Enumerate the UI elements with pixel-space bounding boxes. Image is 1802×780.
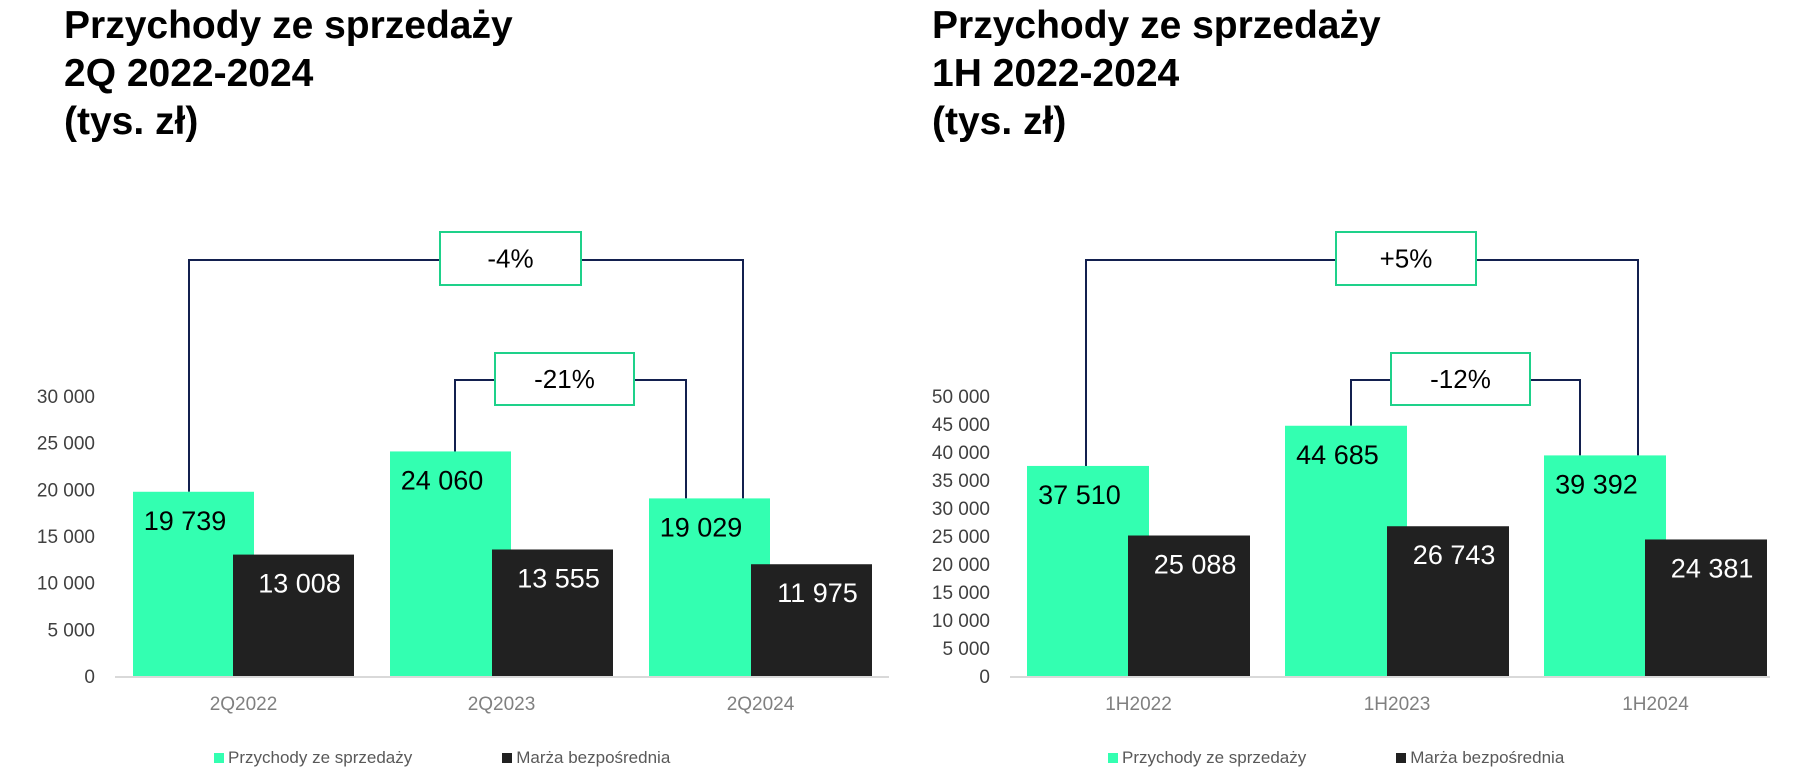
- bar-margin: [492, 549, 613, 676]
- data-label-revenue: 24 060: [401, 465, 484, 495]
- change-annotation-label: +5%: [1380, 244, 1433, 274]
- x-category-label: 1H2024: [1622, 694, 1689, 715]
- y-tick-label: 10 000: [932, 611, 990, 632]
- data-label-revenue: 37 510: [1038, 480, 1121, 510]
- y-tick-label: 45 000: [932, 415, 990, 436]
- y-tick-label: 30 000: [37, 387, 95, 408]
- legend-swatch: [1396, 753, 1407, 763]
- y-tick-label: 5 000: [942, 639, 990, 660]
- legend-swatch: [1108, 753, 1118, 763]
- bar-margin: [1128, 535, 1250, 676]
- legend-item-margin: Marża bezpośrednia: [502, 748, 670, 768]
- chart-title-2q: Przychody ze sprzedaży 2Q 2022-2024 (tys…: [64, 2, 513, 146]
- bar-margin: [751, 564, 872, 676]
- data-label-margin: 25 088: [1154, 550, 1237, 580]
- title-line: (tys. zł): [64, 100, 199, 143]
- x-category-label: 2Q2023: [468, 694, 536, 715]
- chart-title-1h: Przychody ze sprzedaży 1H 2022-2024 (tys…: [932, 2, 1381, 146]
- y-tick-label: 30 000: [932, 499, 990, 520]
- legend-label: Przychody ze sprzedaży: [1122, 748, 1307, 767]
- y-tick-label: 15 000: [932, 583, 990, 604]
- y-tick-label: 25 000: [932, 527, 990, 548]
- legend-swatch: [502, 753, 513, 763]
- title-line: (tys. zł): [932, 100, 1067, 143]
- legend-item-margin: Marża bezpośrednia: [1396, 748, 1564, 768]
- legend-item-revenue: Przychody ze sprzedaży: [1108, 748, 1306, 768]
- change-annotation-box: [439, 231, 582, 286]
- bar-margin: [1387, 526, 1509, 676]
- y-tick-label: 0: [84, 667, 95, 688]
- y-tick-label: 10 000: [37, 574, 95, 595]
- legend-swatch: [214, 753, 224, 763]
- y-tick-label: 40 000: [932, 443, 990, 464]
- x-category-label: 1H2023: [1364, 694, 1431, 715]
- y-tick-label: 0: [979, 667, 990, 688]
- y-tick-label: 35 000: [932, 471, 990, 492]
- data-label-margin: 13 008: [258, 569, 341, 599]
- data-label-revenue: 19 739: [144, 506, 227, 536]
- data-label-revenue: 19 029: [660, 512, 743, 542]
- bar-revenue: [1285, 425, 1407, 676]
- legend-item-revenue: Przychody ze sprzedaży: [214, 748, 412, 768]
- change-annotation-box: [1335, 231, 1477, 286]
- x-category-label: 2Q2024: [727, 694, 795, 715]
- bar-margin: [233, 554, 354, 676]
- y-tick-label: 25 000: [37, 434, 95, 455]
- y-tick-label: 5 000: [47, 620, 95, 641]
- legend-label: Marża bezpośrednia: [1410, 748, 1565, 767]
- title-line: 1H 2022-2024: [932, 52, 1180, 95]
- data-label-margin: 24 381: [1671, 553, 1754, 583]
- title-line: Przychody ze sprzedaży: [64, 4, 513, 47]
- legend-label: Przychody ze sprzedaży: [228, 748, 413, 767]
- data-label-revenue: 44 685: [1296, 440, 1379, 470]
- bar-revenue: [649, 498, 770, 676]
- legend-label: Marża bezpośrednia: [516, 748, 671, 767]
- title-line: 2Q 2022-2024: [64, 52, 314, 95]
- y-tick-label: 20 000: [37, 480, 95, 501]
- y-tick-label: 20 000: [932, 555, 990, 576]
- data-label-margin: 26 743: [1413, 540, 1496, 570]
- x-category-label: 1H2022: [1105, 694, 1172, 715]
- change-annotation-label: -21%: [534, 364, 595, 394]
- change-annotation-label: -4%: [487, 244, 533, 274]
- bar-revenue: [390, 451, 511, 676]
- legend-2q: Przychody ze sprzedaży Marża bezpośredni…: [214, 748, 760, 768]
- title-line: Przychody ze sprzedaży: [932, 4, 1381, 47]
- bar-margin: [1645, 539, 1767, 676]
- data-label-revenue: 39 392: [1555, 469, 1638, 499]
- y-tick-label: 50 000: [932, 387, 990, 408]
- legend-1h: Przychody ze sprzedaży Marża bezpośredni…: [1108, 748, 1654, 768]
- change-annotation-label: -12%: [1430, 364, 1491, 394]
- change-annotation-box: [494, 352, 635, 406]
- y-tick-label: 15 000: [37, 527, 95, 548]
- data-label-margin: 13 555: [517, 563, 600, 593]
- change-annotation-box: [1390, 352, 1531, 406]
- x-category-label: 2Q2022: [210, 694, 278, 715]
- data-label-margin: 11 975: [777, 578, 858, 608]
